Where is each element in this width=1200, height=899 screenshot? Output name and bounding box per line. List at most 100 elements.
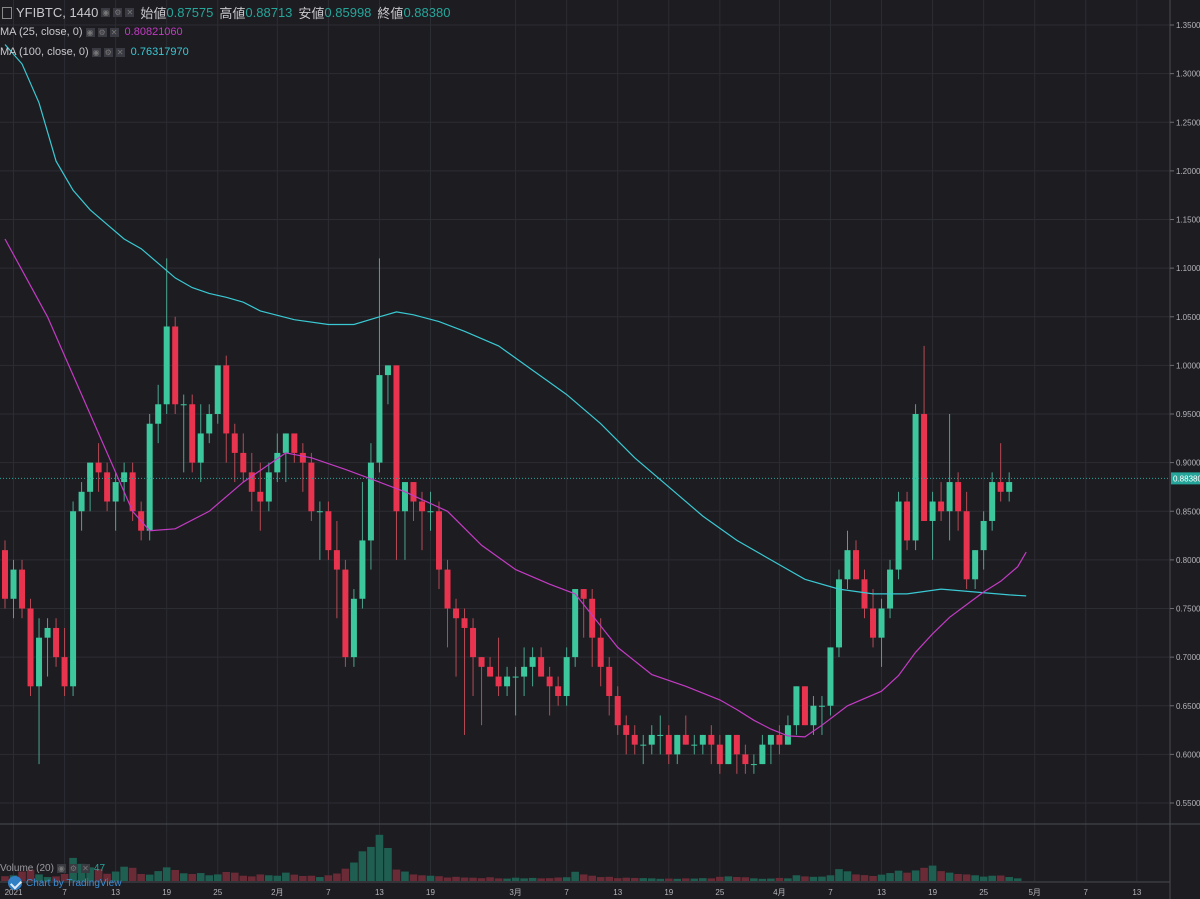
candle[interactable] <box>36 618 43 765</box>
candle[interactable] <box>231 423 238 483</box>
candle[interactable] <box>955 472 962 531</box>
candle[interactable] <box>623 715 630 755</box>
candle[interactable] <box>529 647 536 687</box>
candle[interactable] <box>384 365 391 405</box>
eye-icon[interactable]: ◉ <box>101 8 111 17</box>
candle[interactable] <box>589 589 596 667</box>
candle[interactable] <box>342 559 349 667</box>
candle[interactable] <box>155 384 162 444</box>
candle[interactable] <box>367 443 374 570</box>
ma25-legend[interactable]: MA (25, close, 0) ◉ ⚙ ✕ 0.80821060 <box>0 26 183 38</box>
candle[interactable] <box>733 734 740 774</box>
candle[interactable] <box>393 365 400 560</box>
candle[interactable] <box>19 559 26 619</box>
candle[interactable] <box>801 686 808 726</box>
candle[interactable] <box>640 734 647 765</box>
candle[interactable] <box>461 608 468 735</box>
candle[interactable] <box>989 472 996 531</box>
candle[interactable] <box>980 511 987 570</box>
candle[interactable] <box>827 647 834 716</box>
candle[interactable] <box>436 501 443 590</box>
candle[interactable] <box>750 754 757 774</box>
candle[interactable] <box>359 482 366 609</box>
candle[interactable] <box>1006 472 1013 502</box>
candle[interactable] <box>895 491 902 580</box>
volume-eye-icon[interactable]: ◉ <box>56 864 66 873</box>
candle[interactable] <box>104 462 111 512</box>
candle[interactable] <box>725 734 732 765</box>
candle[interactable] <box>325 501 332 560</box>
candle[interactable] <box>172 316 179 414</box>
candle[interactable] <box>274 433 281 483</box>
candle[interactable] <box>27 598 34 697</box>
ma25-settings-icon[interactable]: ⚙ <box>97 27 107 37</box>
candle[interactable] <box>844 530 851 590</box>
candle[interactable] <box>308 452 315 521</box>
candle[interactable] <box>606 657 613 716</box>
candle[interactable] <box>495 637 502 697</box>
candle[interactable] <box>78 482 85 531</box>
candle[interactable] <box>861 569 868 619</box>
candle[interactable] <box>742 744 749 774</box>
candle[interactable] <box>189 394 196 473</box>
candle[interactable] <box>674 734 681 765</box>
ma25-close-icon[interactable]: ✕ <box>109 27 119 37</box>
candle[interactable] <box>963 491 970 590</box>
candle[interactable] <box>257 462 264 531</box>
candle[interactable] <box>487 657 494 677</box>
collapse-icon[interactable] <box>2 6 12 19</box>
candle[interactable] <box>61 627 68 697</box>
candle[interactable] <box>350 589 357 667</box>
candle[interactable] <box>512 666 519 716</box>
candle[interactable] <box>563 647 570 706</box>
candle[interactable] <box>929 491 936 560</box>
candle[interactable] <box>682 715 689 745</box>
candle[interactable] <box>870 589 877 648</box>
candle[interactable] <box>444 559 451 648</box>
candle[interactable] <box>631 725 638 755</box>
close-icon[interactable]: ✕ <box>125 8 135 17</box>
candle[interactable] <box>546 666 553 716</box>
candle[interactable] <box>121 462 128 502</box>
candle[interactable] <box>470 618 477 697</box>
candle[interactable] <box>657 715 664 755</box>
volume-legend[interactable]: Volume (20) ◉ ⚙ ✕ 47 <box>0 863 105 874</box>
ma100-legend[interactable]: MA (100, close, 0) ◉ ⚙ ✕ 0.76317970 <box>0 46 189 58</box>
candle[interactable] <box>997 443 1004 502</box>
candle[interactable] <box>835 569 842 658</box>
candle[interactable] <box>572 589 579 667</box>
price-axis[interactable]: 1.35000 1.30000 1.25000 1.20000 1.15000 1.100… <box>1170 21 1200 885</box>
volume-settings-icon[interactable]: ⚙ <box>68 864 78 873</box>
candle[interactable] <box>972 550 979 590</box>
ma100-eye-icon[interactable]: ◉ <box>91 47 101 57</box>
candle[interactable] <box>716 734 723 774</box>
candle[interactable] <box>784 715 791 745</box>
symbol-label[interactable]: YFIBTC, 1440 <box>16 5 99 20</box>
branding[interactable]: Chart by TradingView <box>8 876 121 890</box>
candle[interactable] <box>504 666 511 697</box>
candle[interactable] <box>95 443 102 492</box>
ma100-close-icon[interactable]: ✕ <box>115 47 125 57</box>
candle[interactable] <box>614 686 621 735</box>
candle[interactable] <box>767 734 774 765</box>
candle[interactable] <box>887 559 894 619</box>
candle[interactable] <box>427 491 434 531</box>
candle[interactable] <box>197 404 204 483</box>
candle[interactable] <box>265 462 272 512</box>
candle[interactable] <box>163 258 170 414</box>
candle[interactable] <box>146 414 153 541</box>
candle[interactable] <box>112 472 119 531</box>
candle[interactable] <box>316 501 323 560</box>
candle[interactable] <box>206 404 213 444</box>
candle[interactable] <box>793 686 800 735</box>
candle[interactable] <box>478 657 485 726</box>
candle[interactable] <box>878 598 885 667</box>
candle[interactable] <box>946 414 953 541</box>
candle[interactable] <box>53 618 60 667</box>
candle[interactable] <box>904 491 911 551</box>
candle[interactable] <box>299 443 306 492</box>
settings-icon[interactable]: ⚙ <box>113 8 123 17</box>
candle[interactable] <box>597 618 604 687</box>
candle[interactable] <box>282 433 289 483</box>
